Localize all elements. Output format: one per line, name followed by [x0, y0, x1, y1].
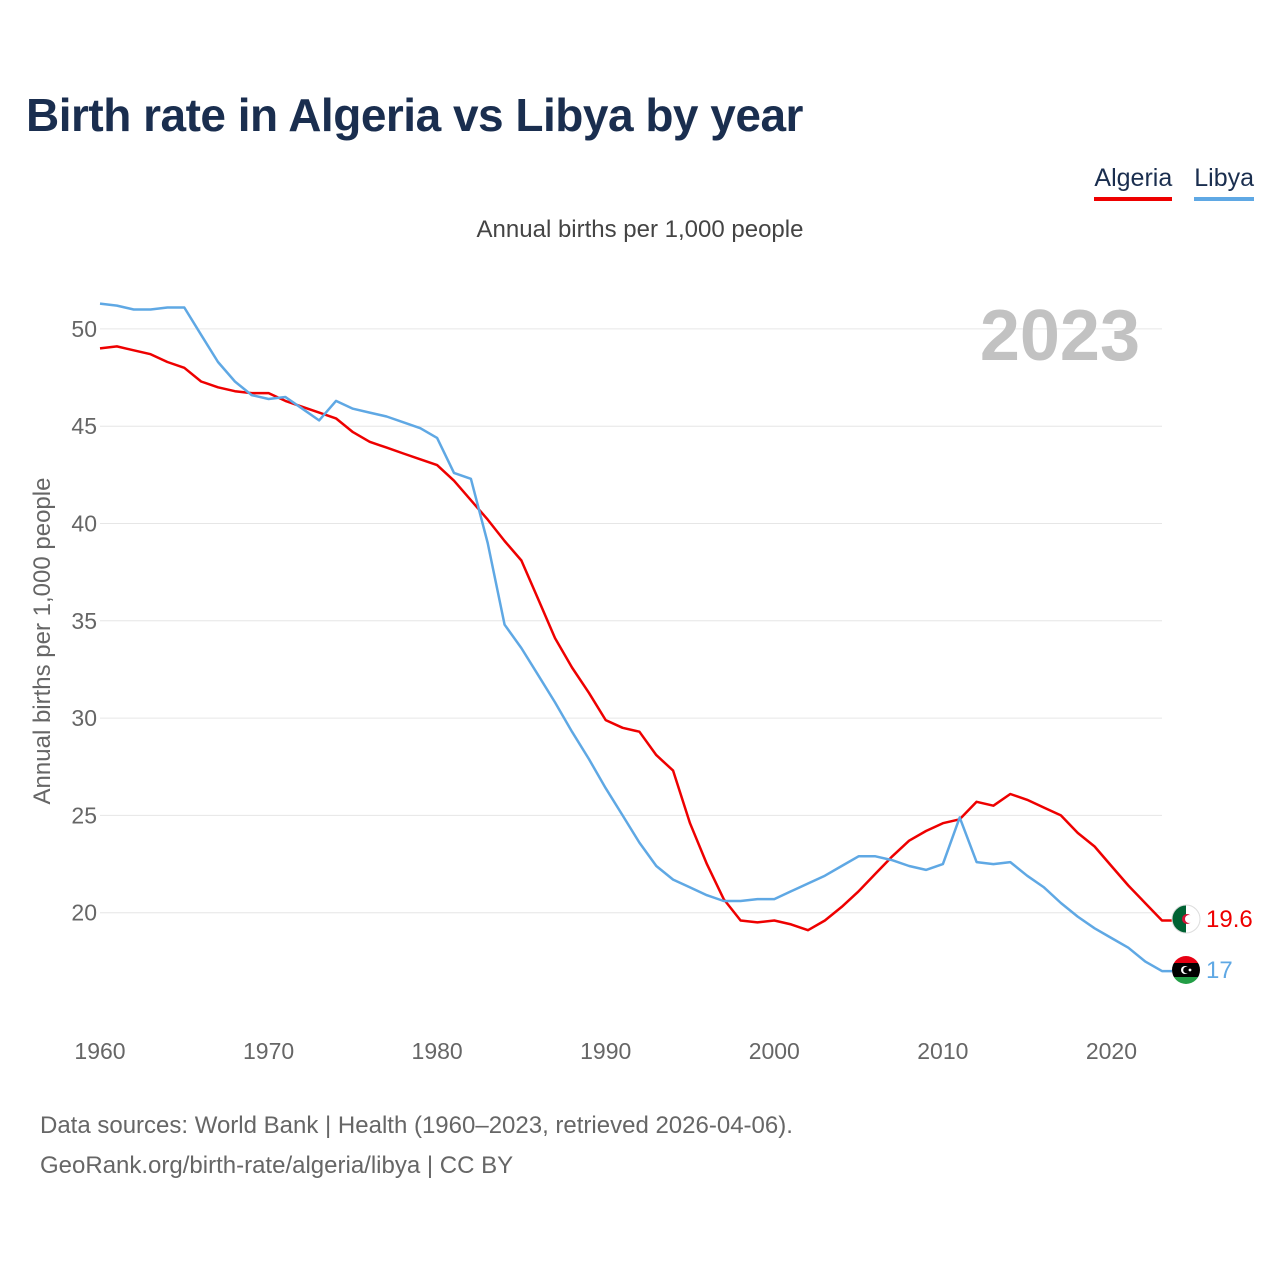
y-tick-label: 35	[71, 608, 97, 634]
x-tick-label: 1990	[580, 1038, 631, 1064]
y-tick-label: 50	[71, 316, 97, 342]
y-axis-label: Annual births per 1,000 people	[29, 478, 56, 805]
legend: Algeria Libya	[1094, 164, 1254, 201]
chart-title: Birth rate in Algeria vs Libya by year	[26, 89, 803, 141]
y-tick-label: 45	[71, 413, 97, 439]
y-tick-label: 40	[71, 511, 97, 537]
footer-sources: Data sources: World Bank | Health (1960–…	[40, 1112, 793, 1139]
x-tick-label: 2000	[749, 1038, 800, 1064]
x-tick-label: 1980	[412, 1038, 463, 1064]
footer: Data sources: World Bank | Health (1960–…	[40, 1106, 793, 1186]
algeria-flag-icon	[1172, 905, 1200, 933]
x-tick-label: 1970	[243, 1038, 294, 1064]
series-line-libya[interactable]	[99, 302, 1172, 973]
end-label-algeria: 19.6	[1206, 906, 1253, 933]
y-tick-label: 25	[71, 802, 97, 828]
series-line-algeria[interactable]	[99, 345, 1172, 932]
legend-item-libya[interactable]: Libya	[1194, 164, 1254, 201]
y-tick-label: 30	[71, 705, 97, 731]
legend-item-algeria[interactable]: Algeria	[1094, 164, 1173, 201]
end-label-libya: 17	[1206, 957, 1233, 984]
x-tick-label: 1960	[74, 1038, 125, 1064]
y-tick-label: 20	[71, 900, 97, 926]
year-overlay: 2023	[980, 296, 1140, 376]
x-tick-label: 2020	[1086, 1038, 1137, 1064]
footer-link[interactable]: GeoRank.org/birth-rate/algeria/libya | C…	[40, 1152, 514, 1179]
libya-flag-icon	[1172, 956, 1200, 984]
x-tick-label: 2010	[917, 1038, 968, 1064]
chart-subtitle: Annual births per 1,000 people	[476, 216, 804, 243]
